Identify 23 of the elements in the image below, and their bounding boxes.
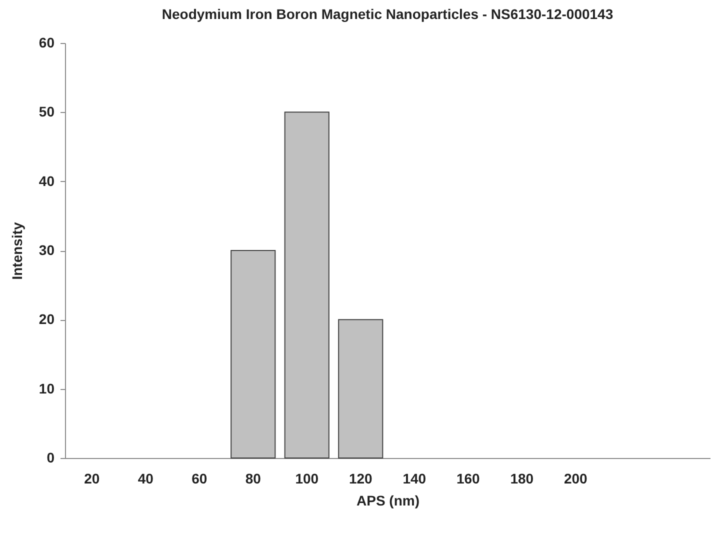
- bar: [284, 112, 330, 458]
- chart-title: Neodymium Iron Boron Magnetic Nanoparticles - NS6130-12-000143: [162, 6, 614, 22]
- x-tick-label: 120: [348, 470, 373, 486]
- x-tick-label: 160: [456, 470, 480, 486]
- y-tick-label: 20: [38, 311, 55, 328]
- x-tick-label: 140: [402, 470, 426, 486]
- y-tick-label: 50: [38, 104, 55, 120]
- x-axis-title: APS (nm): [356, 492, 420, 508]
- x-tick-label: 80: [245, 470, 262, 486]
- y-tick-label: 60: [38, 34, 55, 50]
- y-tick-label: 0: [46, 450, 55, 466]
- bar: [230, 250, 276, 458]
- y-tick-label: 30: [38, 242, 55, 258]
- x-tick-label: 60: [192, 470, 208, 486]
- y-tick-label: 10: [38, 380, 55, 396]
- x-tick-label: 180: [510, 470, 534, 486]
- x-tick-label: 200: [564, 470, 588, 486]
- y-tick-label: 40: [38, 172, 55, 189]
- y-axis-title: Intensity: [8, 222, 25, 280]
- x-tick-label: 40: [138, 470, 154, 486]
- x-tick-label: 20: [84, 470, 100, 486]
- bar: [338, 319, 384, 458]
- x-tick-label: 100: [295, 470, 319, 486]
